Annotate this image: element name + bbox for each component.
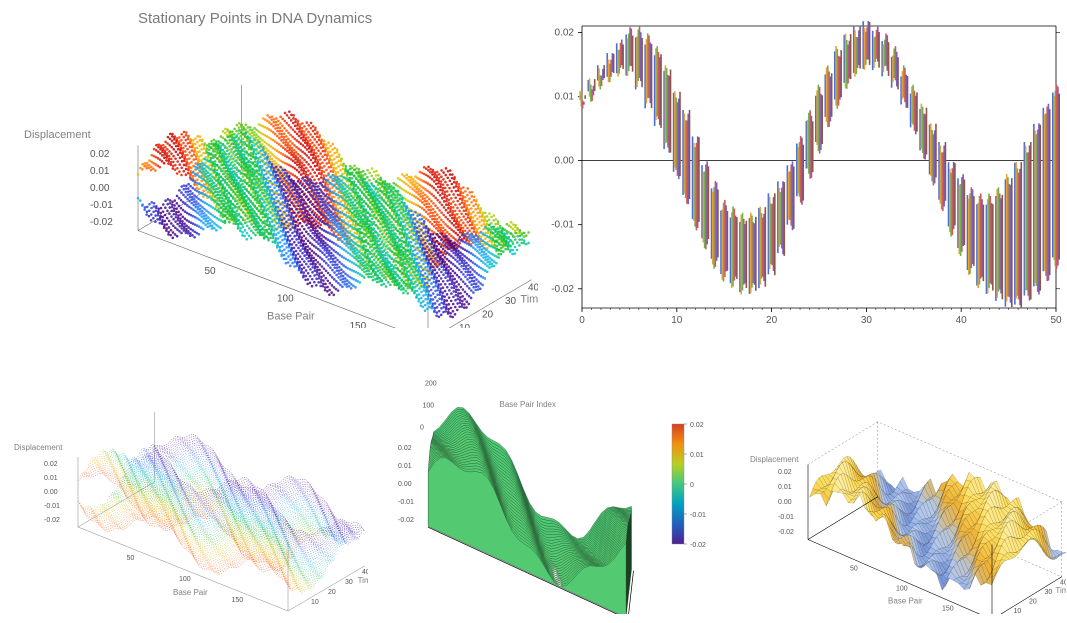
svg-text:Base Pair: Base Pair: [267, 311, 315, 323]
plot-e-3d-surface: 0.020.010.00-0.01-0.02Displacement501001…: [746, 334, 1066, 614]
svg-text:20: 20: [482, 310, 494, 321]
plot-b-svg: 0.020.010.00-0.01-0.0201020304050: [544, 8, 1064, 328]
svg-text:-0.01: -0.01: [90, 200, 113, 211]
plot-c-svg: 0.020.010.00-0.01-0.02Displacement501001…: [8, 334, 368, 614]
plot-d-svg: 0.020.010.00-0.01-0.02Base Pair Index010…: [372, 334, 742, 614]
svg-text:40: 40: [528, 283, 538, 294]
plot-b-barlist: 0.020.010.00-0.01-0.0201020304050: [544, 8, 1064, 328]
plot-e-svg: 0.020.010.00-0.01-0.02Displacement501001…: [746, 334, 1066, 614]
svg-text:0.00: 0.00: [90, 183, 110, 194]
plot-a-title: Stationary Points in DNA Dynamics: [138, 10, 372, 27]
svg-text:30: 30: [505, 296, 517, 307]
plot-c-3d-lines: 0.020.010.00-0.01-0.02Displacement501001…: [8, 334, 368, 614]
svg-text:100: 100: [277, 294, 294, 305]
plot-d-3d-surface: 0.020.010.00-0.01-0.02Base Pair Index010…: [372, 334, 742, 614]
svg-text:0.02: 0.02: [90, 149, 110, 160]
svg-text:Time: Time: [520, 294, 538, 306]
svg-text:-0.02: -0.02: [90, 217, 113, 228]
plot-a-svg: 0.02 0.01 0.00 -0.01 -0.02 Displacement 50 100 1…: [8, 8, 538, 328]
svg-text:Displacement: Displacement: [24, 129, 91, 141]
plot-a-3d-scatter: Stationary Points in DNA Dynamics 0.020.…: [8, 8, 538, 328]
svg-text:0.01: 0.01: [90, 166, 110, 177]
svg-text:150: 150: [350, 321, 367, 328]
svg-text:50: 50: [205, 266, 217, 277]
svg-text:10: 10: [459, 323, 471, 328]
